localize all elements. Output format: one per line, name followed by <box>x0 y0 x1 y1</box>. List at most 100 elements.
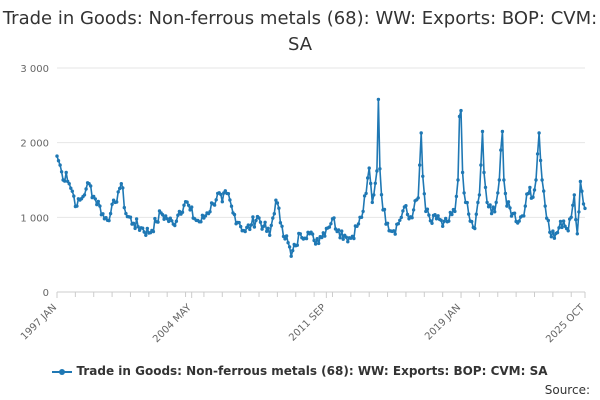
data-point[interactable] <box>286 241 290 245</box>
data-point[interactable] <box>441 224 445 228</box>
data-point[interactable] <box>115 200 119 204</box>
data-point[interactable] <box>121 186 125 190</box>
data-point[interactable] <box>208 210 212 214</box>
data-point[interactable] <box>257 216 261 220</box>
data-point[interactable] <box>534 178 538 182</box>
data-point[interactable] <box>453 209 457 214</box>
data-point[interactable] <box>59 170 64 174</box>
data-point[interactable] <box>137 228 142 232</box>
data-point[interactable] <box>304 236 309 241</box>
data-point[interactable] <box>491 205 495 209</box>
data-point[interactable] <box>321 231 325 235</box>
data-point[interactable] <box>532 188 537 192</box>
data-point[interactable] <box>418 163 422 167</box>
data-point[interactable] <box>58 163 62 167</box>
data-point[interactable] <box>434 217 439 221</box>
data-point[interactable] <box>430 221 434 225</box>
data-point[interactable] <box>160 213 165 217</box>
data-point[interactable] <box>329 222 333 226</box>
data-point[interactable] <box>399 215 403 220</box>
data-point[interactable] <box>444 216 448 221</box>
data-point[interactable] <box>359 215 364 219</box>
data-point[interactable] <box>405 212 410 217</box>
data-point[interactable] <box>248 227 252 232</box>
data-point[interactable] <box>583 206 587 211</box>
data-point[interactable] <box>549 235 553 239</box>
data-point[interactable] <box>392 229 396 233</box>
data-point[interactable] <box>239 224 243 229</box>
data-point[interactable] <box>119 182 124 186</box>
data-point[interactable] <box>546 218 550 223</box>
data-point[interactable] <box>439 218 443 222</box>
data-point[interactable] <box>295 243 299 247</box>
data-point[interactable] <box>482 170 486 175</box>
data-point[interactable] <box>312 238 316 243</box>
data-point[interactable] <box>542 189 546 193</box>
data-point[interactable] <box>67 182 71 186</box>
data-point[interactable] <box>346 240 350 244</box>
data-point[interactable] <box>505 204 509 208</box>
data-point[interactable] <box>261 224 266 228</box>
data-point[interactable] <box>401 209 405 213</box>
data-point[interactable] <box>145 226 149 231</box>
data-point[interactable] <box>252 225 257 229</box>
data-point[interactable] <box>118 186 122 191</box>
data-point[interactable] <box>483 185 488 190</box>
data-point[interactable] <box>410 216 414 220</box>
data-point[interactable] <box>177 209 182 214</box>
data-point[interactable] <box>287 245 292 249</box>
data-point[interactable] <box>278 221 283 225</box>
data-point[interactable] <box>199 220 203 224</box>
data-point[interactable] <box>298 232 302 236</box>
data-point[interactable] <box>203 214 208 218</box>
data-point[interactable] <box>523 204 527 208</box>
data-point[interactable] <box>493 210 497 214</box>
data-point[interactable] <box>528 185 532 190</box>
data-point[interactable] <box>340 229 344 233</box>
data-point[interactable] <box>460 170 465 175</box>
data-point[interactable] <box>393 232 397 236</box>
data-point[interactable] <box>200 213 205 217</box>
data-point[interactable] <box>578 179 583 184</box>
data-point[interactable] <box>474 212 478 216</box>
legend[interactable]: Trade in Goods: Non-ferrous metals (68):… <box>0 364 600 378</box>
data-point[interactable] <box>317 241 321 246</box>
data-point[interactable] <box>333 227 338 231</box>
data-point[interactable] <box>89 184 93 188</box>
data-point[interactable] <box>555 230 560 235</box>
data-point[interactable] <box>93 197 98 201</box>
data-point[interactable] <box>488 203 492 207</box>
data-point[interactable] <box>502 178 506 182</box>
data-point[interactable] <box>144 233 148 237</box>
data-point[interactable] <box>369 181 373 186</box>
source-label[interactable]: Source: <box>544 383 590 397</box>
data-point[interactable] <box>456 178 460 182</box>
data-point[interactable] <box>416 196 420 200</box>
data-point[interactable] <box>436 214 440 218</box>
data-point[interactable] <box>190 205 194 209</box>
data-point[interactable] <box>269 223 273 228</box>
data-point[interactable] <box>107 218 111 223</box>
data-point[interactable] <box>336 228 341 232</box>
data-point[interactable] <box>263 220 267 224</box>
data-point[interactable] <box>284 234 289 238</box>
data-point[interactable] <box>254 218 258 223</box>
data-point[interactable] <box>367 166 371 170</box>
data-point[interactable] <box>124 211 128 216</box>
data-point[interactable] <box>151 229 156 234</box>
data-point[interactable] <box>110 202 114 206</box>
data-point[interactable] <box>223 189 227 193</box>
data-point[interactable] <box>173 223 177 228</box>
data-point[interactable] <box>470 219 474 224</box>
data-point[interactable] <box>344 235 348 239</box>
data-point[interactable] <box>156 220 160 224</box>
data-point[interactable] <box>425 207 430 211</box>
data-point[interactable] <box>327 225 332 229</box>
data-point[interactable] <box>503 191 508 196</box>
data-point[interactable] <box>162 217 166 221</box>
data-point[interactable] <box>268 233 272 237</box>
data-point[interactable] <box>62 179 67 183</box>
data-point[interactable] <box>450 212 454 217</box>
data-point[interactable] <box>560 225 564 230</box>
data-point[interactable] <box>479 163 483 167</box>
